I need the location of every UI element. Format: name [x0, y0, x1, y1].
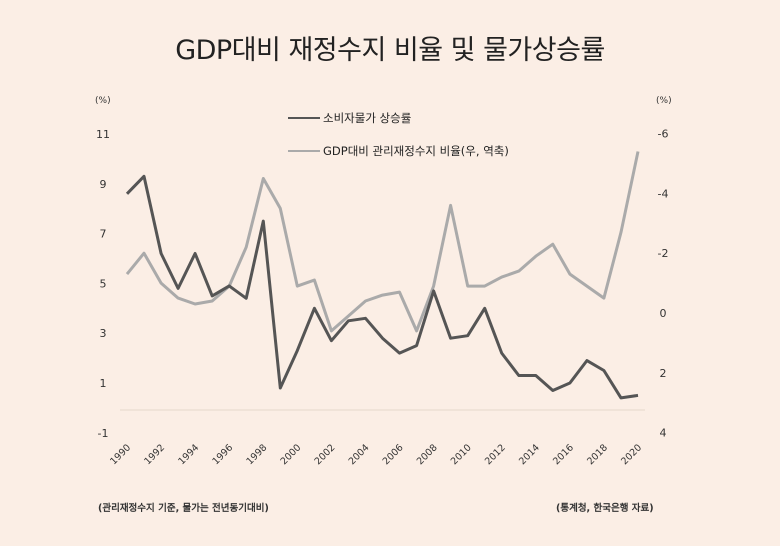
left-tick-label: 3 — [100, 327, 107, 340]
right-tick-label: -4 — [658, 187, 669, 200]
x-tick-label: 2004 — [347, 442, 372, 467]
right-tick-label: 0 — [660, 307, 667, 320]
series-line-cpi — [125, 174, 639, 400]
x-tick-label: 1996 — [210, 442, 235, 467]
legend-label: GDP대비 관리재정수지 비율(우, 역축) — [323, 144, 509, 158]
x-tick-label: 1994 — [176, 442, 201, 467]
x-tick-label: 2006 — [381, 442, 406, 467]
x-tick-label: 2000 — [279, 442, 304, 467]
series-line-fiscal — [125, 151, 640, 333]
footnote-source: (통계청, 한국은행 자료) — [556, 503, 654, 514]
left-tick-label: 1 — [100, 377, 107, 390]
x-tick-label: 2012 — [483, 442, 508, 467]
left-tick-label: 7 — [100, 228, 107, 241]
right-tick-label: -6 — [658, 128, 669, 141]
left-tick-label: 11 — [96, 128, 110, 141]
right-tick-label: -2 — [658, 247, 669, 260]
right-tick-label: 4 — [660, 427, 667, 440]
chart-title: GDP대비 재정수지 비율 및 물가상승률 — [175, 35, 605, 66]
x-tick-label: 2008 — [415, 442, 440, 467]
legend-label: 소비자물가 상승률 — [323, 111, 411, 125]
x-tick-label: 2018 — [585, 442, 610, 467]
right-tick-label: 2 — [660, 367, 667, 380]
x-tick-label: 1990 — [108, 442, 133, 467]
x-tick-label: 2016 — [551, 442, 576, 467]
left-tick-label: 5 — [100, 277, 107, 290]
x-tick-label: 2002 — [313, 442, 338, 467]
x-tick-label: 2014 — [517, 442, 542, 467]
left-axis-unit: (%) — [95, 96, 111, 106]
x-tick-label: 2020 — [619, 442, 644, 467]
x-tick-label: 2010 — [449, 442, 474, 467]
footnote-basis: (관리재정수지 기준, 물가는 전년동기대비) — [98, 503, 269, 514]
x-tick-label: 1992 — [142, 442, 167, 467]
right-axis-unit: (%) — [656, 96, 672, 106]
x-tick-label: 1998 — [245, 442, 270, 467]
left-tick-label: -1 — [98, 427, 109, 440]
left-tick-label: 9 — [100, 178, 107, 191]
